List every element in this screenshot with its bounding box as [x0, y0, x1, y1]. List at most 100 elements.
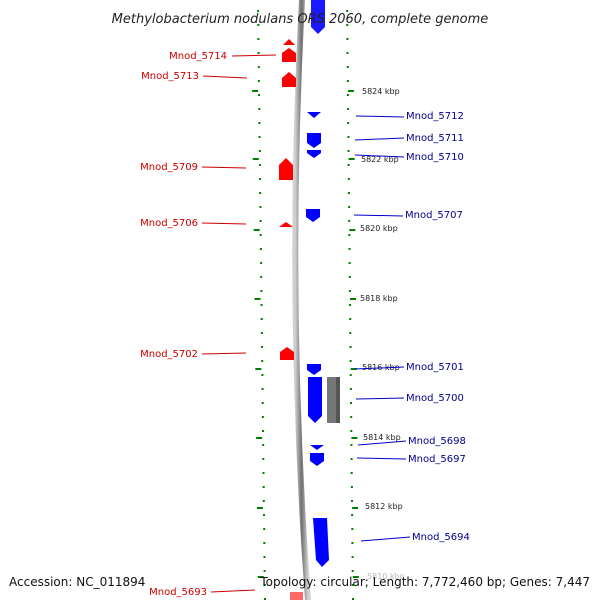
- scale-track-dot-left: [262, 472, 265, 474]
- scale-track-dot-left: [258, 122, 261, 124]
- scale-track-dot-right: [348, 220, 351, 222]
- gene-label-mnod-5701[interactable]: Mnod_5701: [406, 362, 464, 373]
- scale-track-dot-left: [258, 164, 261, 166]
- scale-label-5818: 5818 kbp: [360, 294, 398, 303]
- scale-track-dot-left: [263, 514, 265, 516]
- gene-feature-mnod-5698: [310, 445, 324, 450]
- leader-mnod-5712: [355, 115, 405, 118]
- gene-label-mnod-5693[interactable]: Mnod_5693: [149, 587, 207, 598]
- scale-track-dot-right: [350, 486, 353, 488]
- gene-label-mnod-5710[interactable]: Mnod_5710: [406, 152, 464, 163]
- scale-track-dot-left: [262, 500, 265, 502]
- gene-feature-mnod-5712: [307, 112, 321, 118]
- topology-text: Topology: circular; Length: 7,772,460 bp…: [259, 575, 590, 589]
- scale-track-dot-right: [348, 248, 351, 250]
- scale-label-5822: 5822 kbp: [361, 155, 399, 164]
- gene-label-mnod-5714[interactable]: Mnod_5714: [169, 51, 227, 62]
- scale-track-dot-left: [261, 388, 264, 390]
- scale-labels: 5824 kbp 5822 kbp 5820 kbp 5818 kbp 5816…: [360, 87, 405, 581]
- gene-label-mnod-5700[interactable]: Mnod_5700: [406, 393, 464, 404]
- scale-track-dot-right: [349, 374, 352, 376]
- scale-track-dot-right: [346, 24, 349, 26]
- scale-track-dot-right: [351, 556, 354, 558]
- scale-track-dot-right: [347, 122, 350, 124]
- scale-track-dot-right: [349, 388, 352, 390]
- gene-feature-mnod-5693: [290, 592, 303, 600]
- leader-mnod-5711: [354, 137, 405, 141]
- leader-mnod-5706: [201, 222, 247, 225]
- scale-major-tick-right: [350, 298, 356, 300]
- gene-label-mnod-5707[interactable]: Mnod_5707: [405, 210, 463, 221]
- scale-track-dot-left: [260, 262, 263, 264]
- gene-feature-mnod-5707: [306, 209, 320, 222]
- scale-label-5814: 5814 kbp: [363, 433, 401, 442]
- scale-track-dot-left: [260, 304, 263, 306]
- gene-label-mnod-5694[interactable]: Mnod_5694: [412, 532, 470, 543]
- scale-track-dot-right: [349, 318, 352, 320]
- gene-label-mnod-5697[interactable]: Mnod_5697: [408, 454, 466, 465]
- scale-track-dot-left: [258, 94, 261, 96]
- scale-track-dot-right: [350, 458, 353, 460]
- scale-track-dot-left: [261, 402, 264, 404]
- scale-track-dot-left: [258, 150, 261, 152]
- scale-track-dot-left: [258, 108, 261, 110]
- scale-track-dot-left: [263, 584, 266, 586]
- gene-label-mnod-5709[interactable]: Mnod_5709: [140, 162, 198, 173]
- scale-track-dot-left: [257, 80, 260, 82]
- scale-track-dot-right: [348, 262, 351, 264]
- scale-track-dot-right: [348, 290, 351, 292]
- scale-track-dot-left: [261, 416, 264, 418]
- diagram-title: Methylobacterium nodulans ORS 2060, comp…: [112, 12, 489, 27]
- leader-mnod-5694: [360, 536, 411, 542]
- gene-label-mnod-5706[interactable]: Mnod_5706: [140, 218, 198, 229]
- scale-major-tick-right: [350, 368, 357, 370]
- scale-track-dot-left: [259, 178, 262, 180]
- genome-backbone: [292, 0, 311, 600]
- scale-track-dot-right: [347, 192, 350, 194]
- scale-track-dot-right: [349, 346, 352, 348]
- gene-label-mnod-5712[interactable]: Mnod_5712: [406, 111, 464, 122]
- scale-track-dot-right: [351, 528, 354, 530]
- leader-mnod-5710: [354, 154, 405, 158]
- scale-label-5820: 5820 kbp: [360, 224, 398, 233]
- leader-mnod-5702: [201, 352, 247, 355]
- scale-track-dot-left: [259, 234, 262, 236]
- scale-track-dot-right: [346, 10, 349, 12]
- gene-feature-top: [311, 0, 325, 34]
- scale-track-dot-right: [350, 402, 352, 404]
- scale-track-dot-right: [346, 66, 349, 68]
- scale-track-dot-left: [262, 458, 265, 460]
- scale-track-dot-left: [261, 346, 263, 348]
- scale-track-dot-left: [257, 52, 260, 54]
- scale-label-5812: 5812 kbp: [365, 502, 403, 511]
- leader-mnod-5698: [357, 440, 407, 446]
- scale-major-tick-left: [255, 368, 262, 370]
- scale-track-dot-left: [263, 528, 266, 530]
- scale-track-dot-left: [257, 24, 260, 26]
- scale-track-dot-right: [348, 206, 351, 208]
- scale-track-dot-right: [346, 38, 349, 40]
- scale-label-5810: 5810 kbp: [367, 572, 405, 581]
- scale-track-dot-left: [261, 374, 264, 376]
- scale-track-dot-left: [259, 206, 262, 208]
- scale-track-dot-right: [347, 178, 350, 180]
- gene-label-mnod-5702[interactable]: Mnod_5702: [140, 349, 198, 360]
- scale-track-dot-left: [259, 192, 262, 194]
- gene-label-mnod-5698[interactable]: Mnod_5698: [408, 436, 466, 447]
- scale-major-tick-right: [347, 90, 354, 92]
- scale-track-dot-right: [349, 332, 352, 334]
- leader-mnod-5714: [231, 54, 277, 57]
- forward-gene-labels: Mnod_5714 Mnod_5713 Mnod_5709 Mnod_5706 …: [140, 51, 227, 598]
- scale-track-dot-left: [257, 10, 260, 12]
- scale-track-dot-right: [347, 108, 350, 110]
- scale-track-dot-right: [346, 52, 349, 54]
- leader-mnod-5707: [353, 214, 404, 217]
- leader-lines: [201, 54, 411, 593]
- gene-label-mnod-5713[interactable]: Mnod_5713: [141, 71, 199, 82]
- scale-track-dot-left: [257, 38, 260, 40]
- gene-label-mnod-5711[interactable]: Mnod_5711: [406, 133, 464, 144]
- leader-mnod-5693: [210, 589, 256, 593]
- scale-track-dot-right: [352, 598, 354, 600]
- scale-track-dot-left: [263, 570, 266, 572]
- scale-major-tick-right: [351, 437, 358, 439]
